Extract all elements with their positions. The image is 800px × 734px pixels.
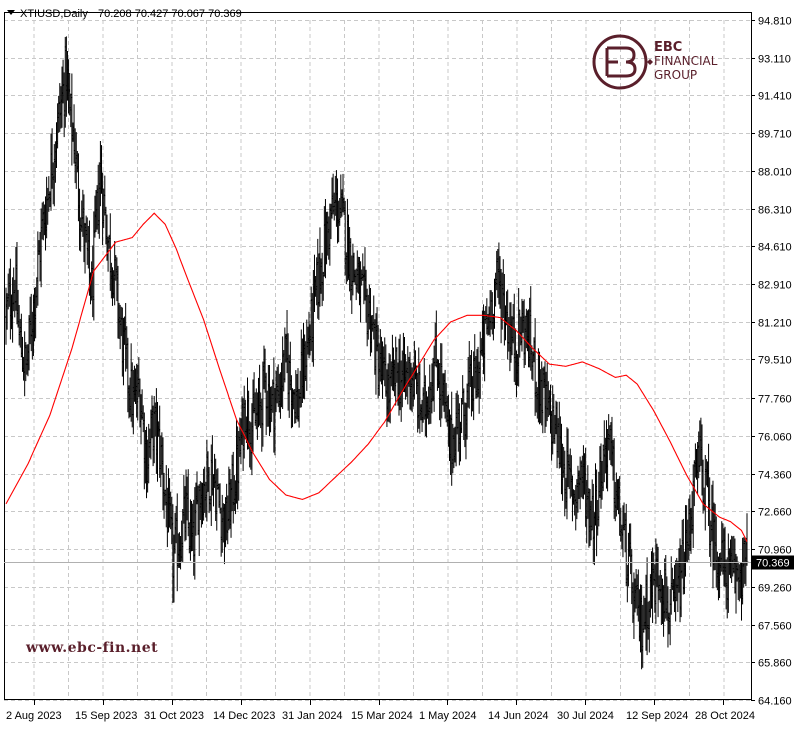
y-tick-label: 65.860 xyxy=(758,658,792,670)
last-price-tag xyxy=(752,555,794,570)
logo-line-ebc: EBC xyxy=(654,40,682,55)
last-price-label: 70.369 xyxy=(756,558,790,570)
moving-average-line xyxy=(5,212,748,542)
y-tick-label: 69.260 xyxy=(758,583,792,595)
y-tick-label: 74.360 xyxy=(758,470,792,482)
x-tick-label: 15 Mar 2024 xyxy=(351,710,413,722)
x-tick-label: 28 Oct 2024 xyxy=(695,710,755,722)
x-tick-label: 12 Sep 2024 xyxy=(626,710,688,722)
x-tick-label: 14 Jun 2024 xyxy=(488,710,549,722)
logo-line-financial: FINANCIAL xyxy=(654,54,718,68)
x-tick-label: 31 Oct 2023 xyxy=(144,710,204,722)
y-tick-label: 70.960 xyxy=(758,545,792,557)
ebc-logo-mark xyxy=(592,34,653,90)
y-tick-label: 76.060 xyxy=(758,432,792,444)
ohlc-bar xyxy=(517,288,521,387)
y-tick-label: 84.610 xyxy=(758,242,792,254)
y-tick-label: 94.810 xyxy=(758,16,792,28)
ohlc-bars xyxy=(4,36,749,670)
watermark-url: www.ebc-fin.net xyxy=(25,640,158,656)
plot-border xyxy=(4,12,752,700)
ohlc-bar xyxy=(589,500,593,541)
chart-header: XTIUSD,Daily 70.208 70.427 70.067 70.369 xyxy=(7,8,242,20)
ohlc-bar xyxy=(165,487,169,548)
x-tick-label: 30 Jul 2024 xyxy=(557,710,614,722)
x-tick-label: 1 May 2024 xyxy=(419,710,476,722)
y-tick-label: 67.560 xyxy=(758,621,792,633)
chevron-down-icon[interactable] xyxy=(7,10,15,15)
y-tick-label: 91.410 xyxy=(758,91,792,103)
ebc-logo: EBC FINANCIAL GROUP xyxy=(592,34,718,90)
symbol-header: XTIUSD,Daily xyxy=(20,8,88,20)
y-tick-label: 81.210 xyxy=(758,318,792,330)
y-tick-label: 89.710 xyxy=(758,129,792,141)
moving-average-layer xyxy=(5,212,748,542)
y-tick-label: 82.910 xyxy=(758,280,792,292)
y-tick-label: 79.510 xyxy=(758,355,792,367)
last-price-tag-layer: 70.369 xyxy=(4,555,794,570)
y-tick-label: 88.010 xyxy=(758,167,792,179)
axis-layer: 94.810 93.110 91.410 89.710 88.010 86.310 84.6… xyxy=(4,12,792,722)
y-tick-label: 93.110 xyxy=(758,54,791,66)
x-tick-label: 2 Aug 2023 xyxy=(6,710,62,722)
x-tick-label: 15 Sep 2023 xyxy=(75,710,137,722)
x-tick-label: 14 Dec 2023 xyxy=(213,710,275,722)
y-tick-label: 72.660 xyxy=(758,507,792,519)
y-tick-label: 64.160 xyxy=(758,696,792,708)
ohlc-readout: 70.208 70.427 70.067 70.369 xyxy=(98,8,242,20)
x-tick-label: 31 Jan 2024 xyxy=(282,710,343,722)
y-tick-label: 77.760 xyxy=(758,394,792,406)
logo-line-group: GROUP xyxy=(654,68,697,82)
y-tick-label: 86.310 xyxy=(758,205,792,217)
